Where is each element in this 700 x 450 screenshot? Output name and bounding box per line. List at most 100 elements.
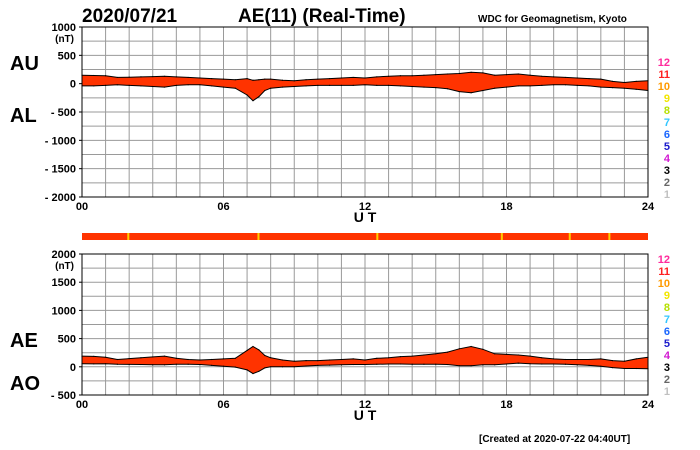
- data-point-ae: [293, 360, 295, 362]
- data-point-ao: [352, 363, 354, 366]
- x-tick-label: 00: [76, 201, 88, 213]
- y-tick-label: - 1000: [45, 135, 76, 147]
- data-point-au: [175, 76, 177, 78]
- data-point-al: [352, 84, 354, 86]
- data-point-ae: [446, 351, 449, 353]
- data-point-ao: [435, 363, 437, 365]
- station-legend-item: 2: [664, 374, 670, 386]
- x-tick-label: 18: [500, 399, 512, 411]
- index-title: AE(11) (Real-Time): [238, 6, 406, 27]
- status-bar-mark: [568, 233, 571, 240]
- data-point-ae: [104, 356, 107, 358]
- created-timestamp: [Created at 2020-07-22 04:40UT]: [479, 434, 630, 445]
- data-point-ae: [211, 358, 213, 361]
- data-point-al: [399, 85, 401, 87]
- y-tick-label: 1000: [52, 305, 76, 317]
- y-tick-label: - 500: [51, 107, 76, 119]
- data-point-ae: [600, 358, 602, 360]
- data-point-al: [163, 86, 166, 88]
- x-tick-label: 24: [642, 201, 655, 213]
- data-point-al: [612, 87, 614, 89]
- data-point-au: [529, 74, 531, 76]
- y-tick-label: 0: [70, 79, 76, 91]
- x-tick-label: 12: [359, 201, 371, 213]
- status-bar-mark: [608, 233, 611, 240]
- data-point-ae: [252, 345, 254, 348]
- data-point-ae: [612, 359, 614, 362]
- station-legend-item: 4: [664, 350, 671, 362]
- status-bar-mark: [257, 233, 260, 240]
- data-point-ao: [494, 364, 496, 366]
- data-point-ae: [222, 358, 225, 360]
- data-point-ao: [152, 364, 154, 366]
- data-point-ae: [305, 359, 307, 362]
- data-point-al: [104, 84, 107, 86]
- data-point-ae: [258, 349, 260, 351]
- data-point-ae: [199, 359, 201, 361]
- data-point-ao: [612, 367, 614, 369]
- data-point-ae: [387, 357, 390, 359]
- data-point-au: [340, 77, 343, 79]
- data-point-ao: [376, 363, 378, 365]
- data-point-ao: [252, 372, 254, 375]
- station-legend-item: 6: [664, 129, 670, 141]
- station-legend-item: 8: [664, 105, 670, 117]
- data-point-au: [140, 76, 142, 78]
- status-bar-mark: [127, 233, 130, 240]
- unit-label: (nT): [55, 261, 74, 272]
- data-point-ae: [281, 359, 284, 361]
- data-point-au: [104, 75, 107, 77]
- data-point-au: [270, 78, 272, 80]
- data-point-ao: [305, 365, 307, 367]
- x-tick-label: 12: [359, 399, 371, 411]
- data-point-al: [564, 84, 567, 86]
- data-point-ao: [128, 363, 130, 366]
- data-point-ae: [494, 353, 496, 355]
- data-point-ao: [281, 366, 284, 368]
- status-bar-mark: [376, 233, 379, 240]
- data-point-al: [435, 87, 437, 89]
- data-point-al: [423, 86, 425, 88]
- data-point-au: [505, 74, 508, 76]
- station-legend-item: 4: [664, 153, 671, 165]
- data-point-ae: [564, 358, 567, 361]
- data-point-al: [140, 85, 142, 87]
- data-point-ao: [553, 363, 555, 365]
- station-legend-item: 11: [658, 266, 670, 278]
- station-legend-item: 8: [664, 302, 670, 314]
- data-point-al: [199, 84, 201, 86]
- y-tick-label: 0: [70, 362, 76, 374]
- data-point-au: [317, 78, 319, 80]
- x-axis-label: U T: [354, 209, 377, 225]
- data-point-au: [264, 78, 266, 80]
- panel-label-ae: AE: [10, 330, 38, 352]
- data-point-ao: [529, 363, 531, 365]
- data-point-au: [482, 72, 484, 74]
- data-point-ao: [623, 367, 626, 370]
- data-point-ae: [399, 356, 401, 358]
- data-point-au: [187, 76, 189, 79]
- data-point-ae: [264, 354, 266, 357]
- panel-label-al: AL: [10, 105, 37, 127]
- data-point-ao: [482, 364, 484, 366]
- data-status-bar: [82, 233, 648, 240]
- data-point-al: [541, 84, 543, 86]
- data-point-ae: [470, 345, 472, 348]
- data-point-al: [258, 96, 260, 98]
- data-point-au: [252, 79, 254, 81]
- data-point-ao: [576, 364, 578, 366]
- data-point-ae: [352, 358, 354, 360]
- data-point-ao: [317, 364, 319, 366]
- y-tick-label: 1000: [52, 22, 76, 34]
- data-point-ae: [175, 357, 177, 359]
- data-point-al: [376, 84, 378, 86]
- data-point-ae: [458, 348, 460, 350]
- data-point-ao: [541, 363, 543, 365]
- station-legend-item: 3: [664, 165, 670, 177]
- data-point-au: [399, 75, 401, 77]
- data-point-au: [93, 74, 95, 77]
- data-point-al: [505, 86, 508, 88]
- data-point-ae: [364, 359, 366, 361]
